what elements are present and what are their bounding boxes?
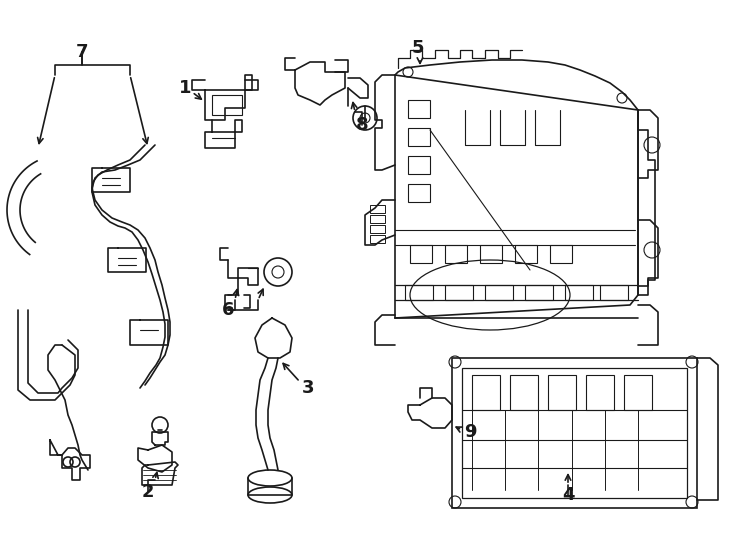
Bar	[548, 375, 576, 410]
Bar	[410, 245, 432, 263]
Bar	[445, 245, 467, 263]
Bar	[624, 375, 652, 410]
Text: 7: 7	[76, 43, 88, 61]
Bar	[370, 215, 385, 223]
Bar	[370, 235, 385, 243]
Bar	[408, 184, 430, 202]
Bar	[212, 95, 242, 115]
Text: 6: 6	[222, 301, 234, 319]
Bar	[370, 205, 385, 213]
Bar	[472, 375, 500, 410]
Bar	[452, 358, 697, 508]
Bar	[370, 225, 385, 233]
Text: 8: 8	[356, 116, 368, 134]
Bar	[480, 245, 502, 263]
Bar	[445, 285, 473, 300]
Bar	[515, 245, 537, 263]
Bar	[405, 285, 433, 300]
Bar	[408, 100, 430, 118]
Bar	[565, 285, 593, 300]
Bar	[600, 285, 628, 300]
Bar	[485, 285, 513, 300]
Text: 2: 2	[142, 483, 154, 501]
Bar	[462, 368, 687, 498]
Text: 1: 1	[179, 79, 192, 97]
Bar	[586, 375, 614, 410]
Text: 4: 4	[562, 486, 574, 504]
Bar	[525, 285, 553, 300]
Bar	[550, 245, 572, 263]
Bar	[510, 375, 538, 410]
Text: 3: 3	[302, 379, 314, 397]
Text: 5: 5	[412, 39, 424, 57]
Text: 9: 9	[464, 423, 476, 441]
Bar	[408, 156, 430, 174]
Bar	[408, 128, 430, 146]
